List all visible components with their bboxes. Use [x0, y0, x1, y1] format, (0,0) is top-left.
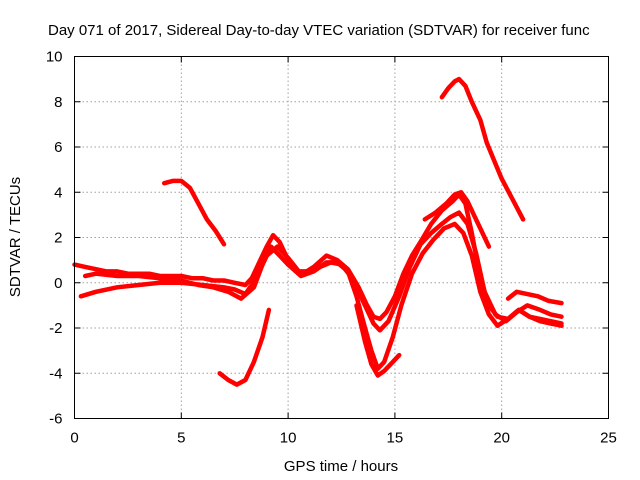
series-track-8: [422, 190, 492, 249]
x-tick-label: 5: [177, 430, 185, 447]
series-track-9: [505, 289, 564, 306]
series-layer: [72, 76, 564, 387]
y-tick-label: 8: [54, 94, 62, 111]
x-tick-label: 0: [70, 430, 78, 447]
series-track-5: [161, 178, 227, 247]
y-axis-label: SDTVAR / TECUs: [7, 177, 24, 297]
y-tick-label: 10: [46, 49, 63, 66]
series-track-3: [82, 221, 564, 371]
chart-title: Day 071 of 2017, Sidereal Day-to-day VTE…: [48, 22, 590, 39]
ticks: [74, 56, 609, 419]
series-track-7: [439, 76, 526, 222]
x-tick-label: 10: [280, 430, 297, 447]
gridlines: [74, 56, 609, 419]
y-tick-label: -2: [49, 320, 62, 337]
y-tick-label: 6: [54, 139, 62, 156]
y-tick-label: -6: [49, 411, 62, 428]
y-tick-label: -4: [49, 365, 62, 382]
y-tick-label: 4: [54, 184, 62, 201]
x-tick-label: 25: [600, 430, 617, 447]
tick-labels: 0 5 10 15 20 25 -6 -4 -2 0 2 4 6 8 10: [46, 49, 617, 447]
x-tick-label: 20: [493, 430, 510, 447]
y-tick-label: 0: [54, 275, 62, 292]
x-tick-label: 15: [387, 430, 404, 447]
series-track-6: [217, 307, 272, 387]
series-track-4: [354, 303, 402, 378]
y-tick-label: 2: [54, 230, 62, 247]
x-axis-label: GPS time / hours: [284, 458, 398, 475]
